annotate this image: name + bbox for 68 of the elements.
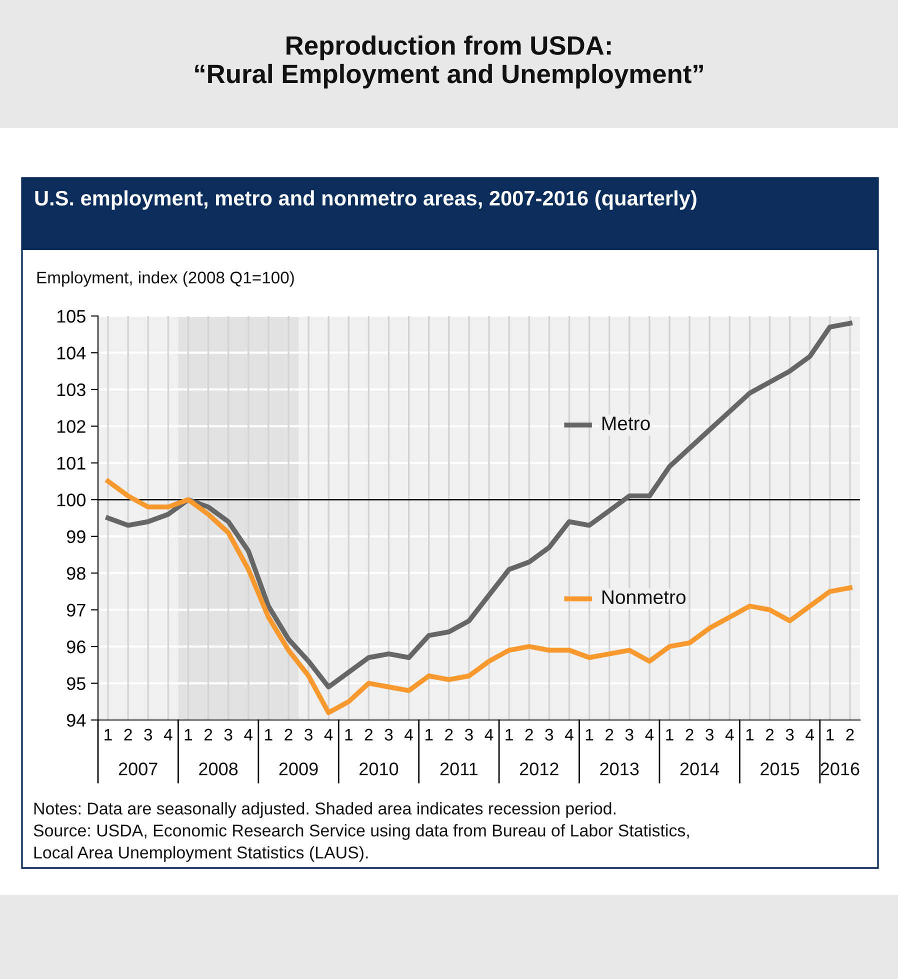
x-tick-label: 3 — [625, 728, 634, 741]
x-tick-label: 3 — [786, 728, 794, 741]
x-tick-label: 2 — [445, 728, 453, 740]
x-tick-label: 2 — [686, 728, 694, 740]
chart-subtitle: U.S. employment, metro and nonmetro areas, 2007-2016 (quarterly) — [35, 190, 696, 210]
text: 2010 — [360, 762, 398, 776]
x-tick-label: 3 — [144, 728, 152, 741]
x-tick-label: 4 — [645, 728, 654, 740]
y-tick-label: 104 — [57, 346, 86, 360]
y-tick-label: 100 — [57, 494, 86, 506]
x-tick-label: 3 — [224, 728, 232, 741]
x-tick-label: 4 — [725, 728, 734, 740]
x-tick-label: 1 — [666, 728, 674, 740]
y-tick-label: 101 — [57, 456, 86, 470]
text: 2007 — [118, 762, 158, 776]
legend-label: Nonmetro — [602, 590, 686, 604]
x-tick-label: 1 — [265, 728, 272, 740]
x-tick-label: 1 — [426, 728, 433, 740]
y-tick-label: 95 — [66, 677, 86, 690]
x-tick-label: 2 — [124, 728, 132, 740]
text: 2009 — [279, 762, 318, 776]
x-tick-label: 3 — [464, 728, 473, 741]
y-tick-label: 102 — [57, 420, 86, 433]
y-tick-label: 94 — [66, 714, 86, 727]
x-tick-label: 2 — [204, 728, 212, 740]
text: 2016 — [820, 762, 860, 776]
text: Local Area Unemployment Statistics (LAUS). — [34, 846, 368, 862]
text: 2012 — [520, 762, 558, 776]
x-tick-label: 4 — [164, 728, 172, 740]
x-tick-label: 3 — [304, 728, 312, 741]
y-tick-label: 103 — [57, 383, 86, 396]
y-axis-title: Employment, index (2008 Q1=100) — [37, 271, 294, 287]
text: 2014 — [680, 762, 720, 776]
x-tick-label: 2 — [284, 728, 292, 740]
x-tick-label: 1 — [506, 728, 513, 740]
x-tick-label: 3 — [384, 728, 393, 741]
x-tick-label: 1 — [826, 728, 834, 740]
x-tick-label: 1 — [184, 728, 192, 740]
text: 2008 — [199, 762, 238, 776]
y-tick-label: 105 — [57, 310, 86, 323]
x-tick-label: 4 — [806, 728, 814, 740]
x-tick-label: 4 — [324, 728, 333, 740]
x-tick-label: 1 — [746, 728, 754, 740]
source-note: Source: USDA, Economic Research Service using data from Bureau of Labor Statistics, — [34, 824, 689, 840]
chart-title: Reproduction from USDA: “Rural Employment and Unemployment” — [195, 35, 703, 89]
y-tick-label: 96 — [66, 640, 86, 654]
y-tick-label: 98 — [66, 567, 86, 580]
x-tick-label: 1 — [586, 728, 594, 740]
y-tick-label: 99 — [66, 530, 86, 544]
x-tick-label: 1 — [345, 728, 352, 740]
x-tick-label: 4 — [244, 728, 253, 740]
text: 2015 — [760, 762, 800, 776]
x-tick-label: 3 — [706, 728, 714, 741]
x-tick-label: 2 — [766, 728, 774, 740]
legend-label: Metro — [602, 416, 650, 430]
y-tick-label: 97 — [66, 604, 86, 617]
text: Notes: Data are seasonally adjusted. Shaded area indicates recession period. — [34, 802, 616, 818]
x-tick-label: 4 — [564, 728, 574, 740]
x-tick-label: 2 — [846, 728, 854, 740]
text: 2013 — [600, 762, 639, 776]
x-tick-label: 3 — [545, 728, 554, 741]
x-tick-label: 2 — [525, 728, 533, 740]
text: 2011 — [440, 762, 478, 776]
x-tick-label: 2 — [364, 728, 373, 740]
x-tick-label: 4 — [484, 728, 494, 740]
x-tick-label: 4 — [404, 728, 413, 740]
x-tick-label: 1 — [104, 728, 112, 740]
x-tick-label: 2 — [606, 728, 614, 740]
